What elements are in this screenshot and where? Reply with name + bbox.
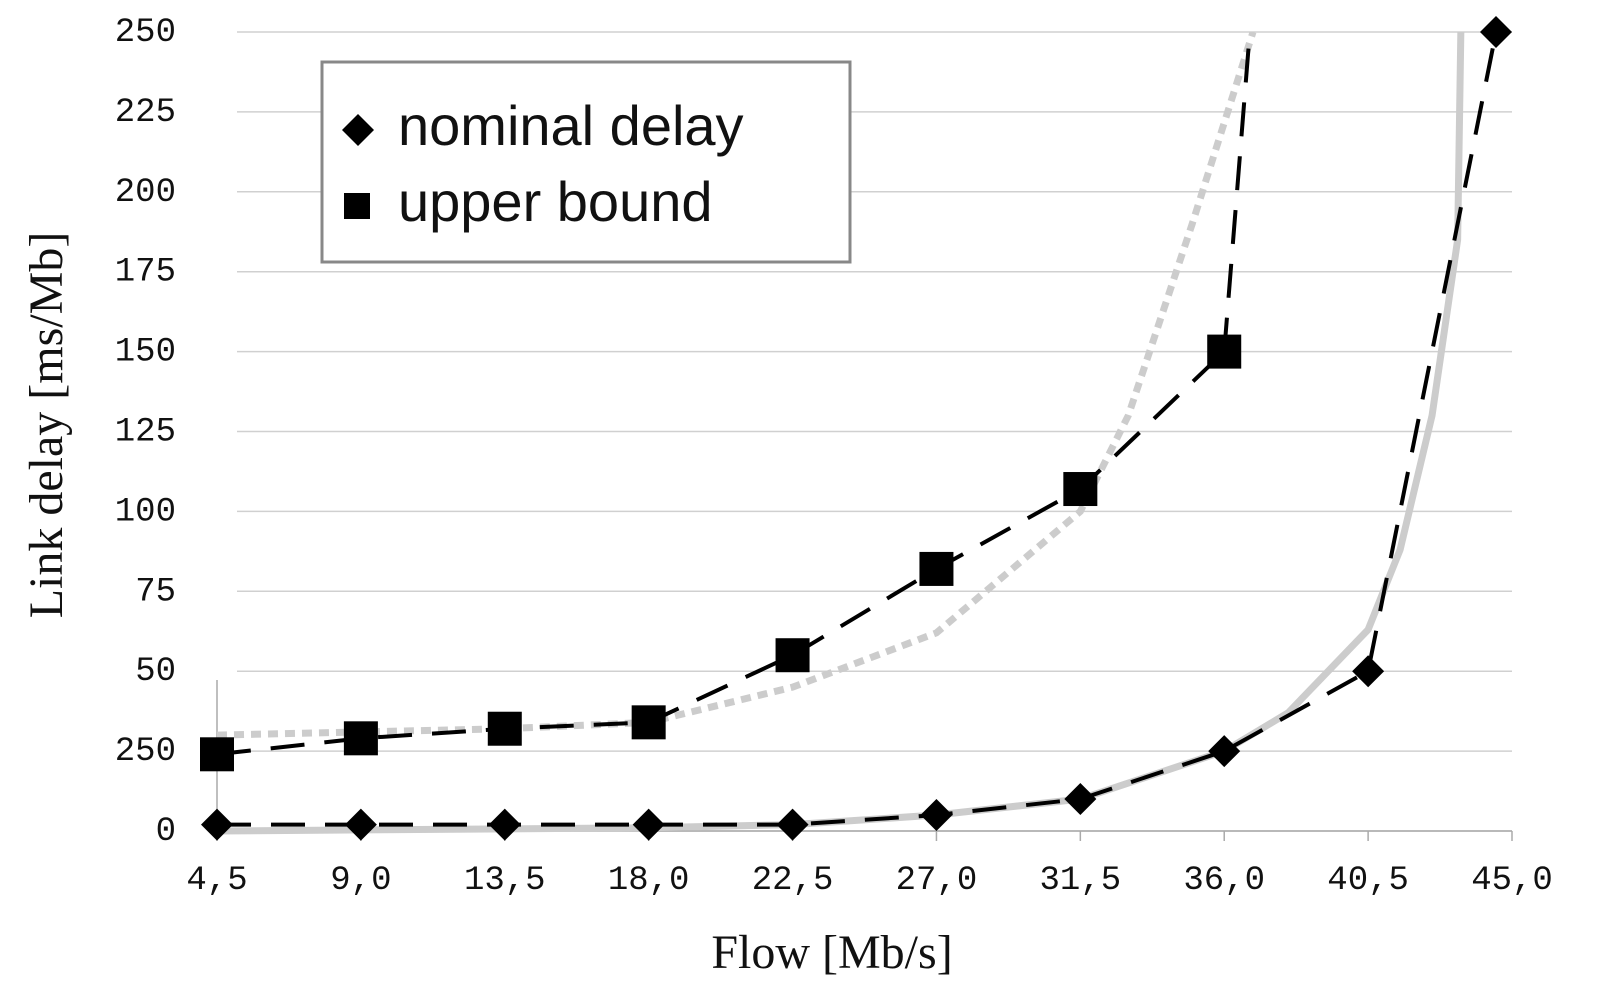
legend-label: upper bound: [398, 170, 713, 233]
x-axis-title: Flow [Mb/s]: [711, 926, 952, 979]
square-marker: [1063, 472, 1098, 507]
x-tick-label: 4,5: [186, 862, 247, 900]
x-tick-label: 18,0: [608, 862, 690, 900]
series-line: [216, 350, 1226, 757]
y-tick-label: 125: [115, 413, 176, 451]
y-tick-label: 75: [135, 573, 176, 611]
y-axis-title: Link delay [ms/Mb]: [20, 232, 73, 619]
legend-square: [344, 193, 370, 219]
square-marker: [343, 721, 378, 756]
y-tick-label: 0: [156, 813, 176, 851]
x-tick-label: 40,5: [1327, 862, 1409, 900]
series-line: [216, 32, 1257, 739]
x-tick-label: 45,0: [1471, 862, 1553, 900]
square-marker: [1207, 334, 1242, 369]
x-tick-label: 31,5: [1040, 862, 1122, 900]
x-tick-label: 27,0: [896, 862, 978, 900]
x-tick-label: 36,0: [1183, 862, 1265, 900]
x-tick-label: 9,0: [330, 862, 391, 900]
square-marker: [775, 638, 810, 673]
diamond-marker: [1352, 655, 1385, 688]
square-marker: [919, 551, 954, 586]
diamond-marker: [344, 808, 377, 841]
diamond-marker: [1208, 735, 1241, 768]
y-tick-label: 50: [135, 653, 176, 691]
y-tick-label: 225: [115, 94, 176, 132]
diamond-marker: [920, 799, 953, 832]
legend-diamond: [342, 114, 374, 146]
y-tick-label: 200: [115, 174, 176, 212]
diamond-marker: [1064, 783, 1097, 816]
legend-label: nominal delay: [398, 94, 744, 157]
y-tick-label: 250: [115, 733, 176, 771]
y-tick-label: 250: [115, 14, 176, 52]
square-marker: [200, 737, 234, 772]
x-tick-label: 13,5: [464, 862, 546, 900]
y-tick-label: 175: [115, 254, 176, 292]
x-tick-label: 22,5: [752, 862, 834, 900]
square-marker: [487, 711, 522, 746]
diamond-marker: [201, 808, 233, 841]
y-tick-label: 150: [115, 334, 176, 372]
diamond-marker: [776, 808, 809, 841]
series-line: [217, 32, 1498, 827]
diamond-marker: [1480, 16, 1513, 48]
square-marker: [631, 705, 666, 740]
legend: nominal delay upper bound: [320, 60, 852, 264]
diamond-marker: [488, 808, 521, 841]
y-tick-label: 100: [115, 493, 176, 531]
diamond-marker: [632, 808, 665, 841]
legend-box: [320, 60, 852, 264]
